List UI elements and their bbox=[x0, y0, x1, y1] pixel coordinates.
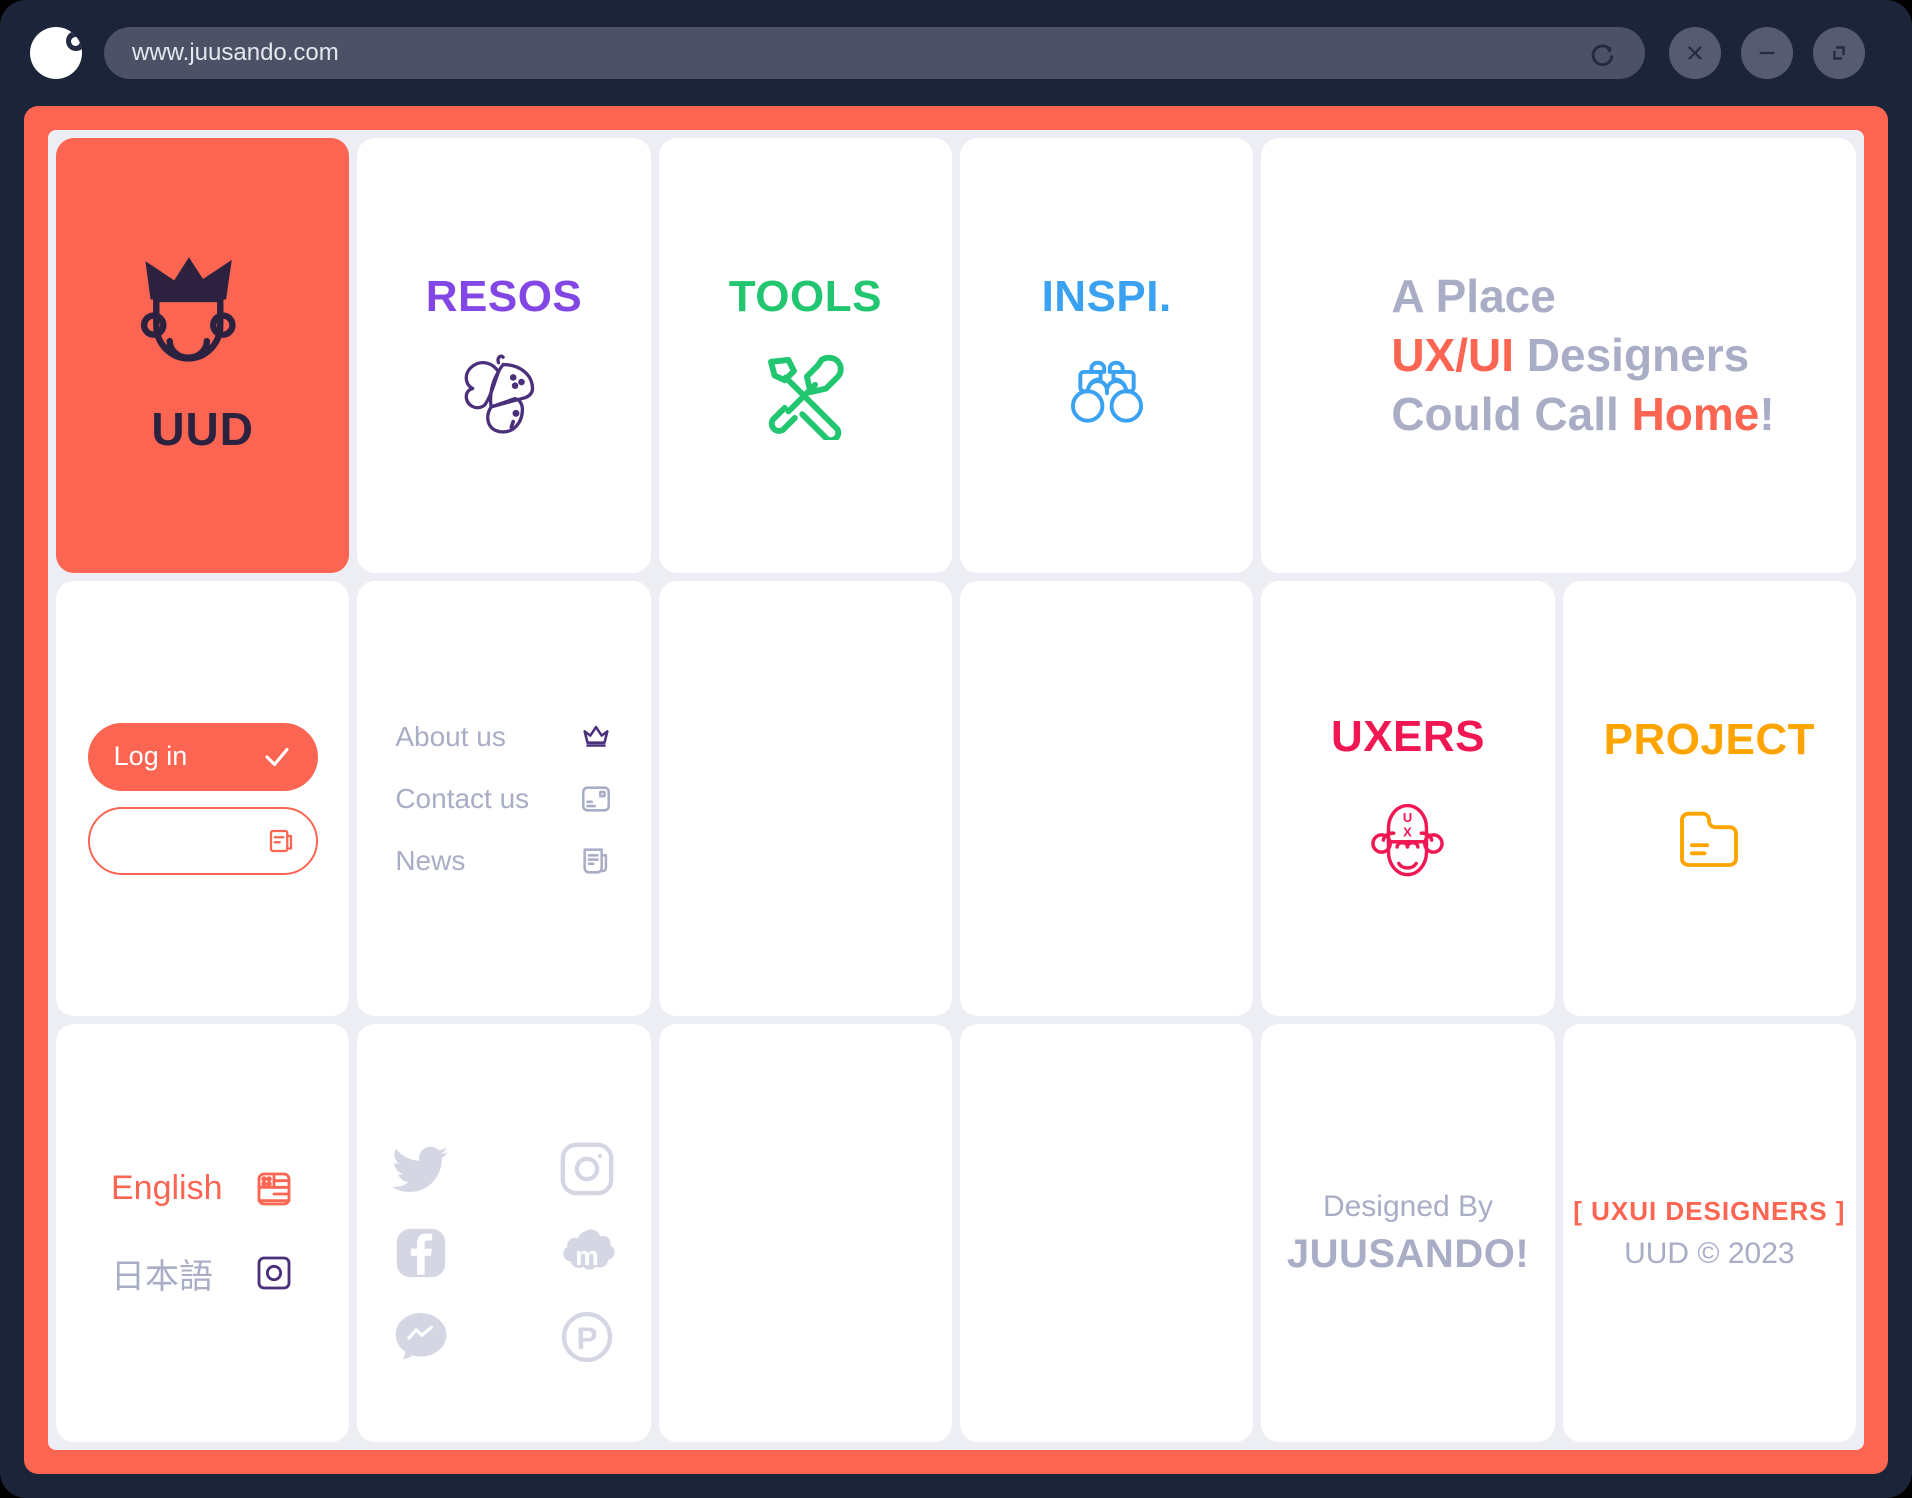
svg-text:U: U bbox=[1403, 810, 1412, 825]
svg-text:P: P bbox=[577, 1321, 598, 1356]
svg-text:m: m bbox=[575, 1241, 599, 1271]
svg-text:X: X bbox=[1404, 825, 1413, 840]
